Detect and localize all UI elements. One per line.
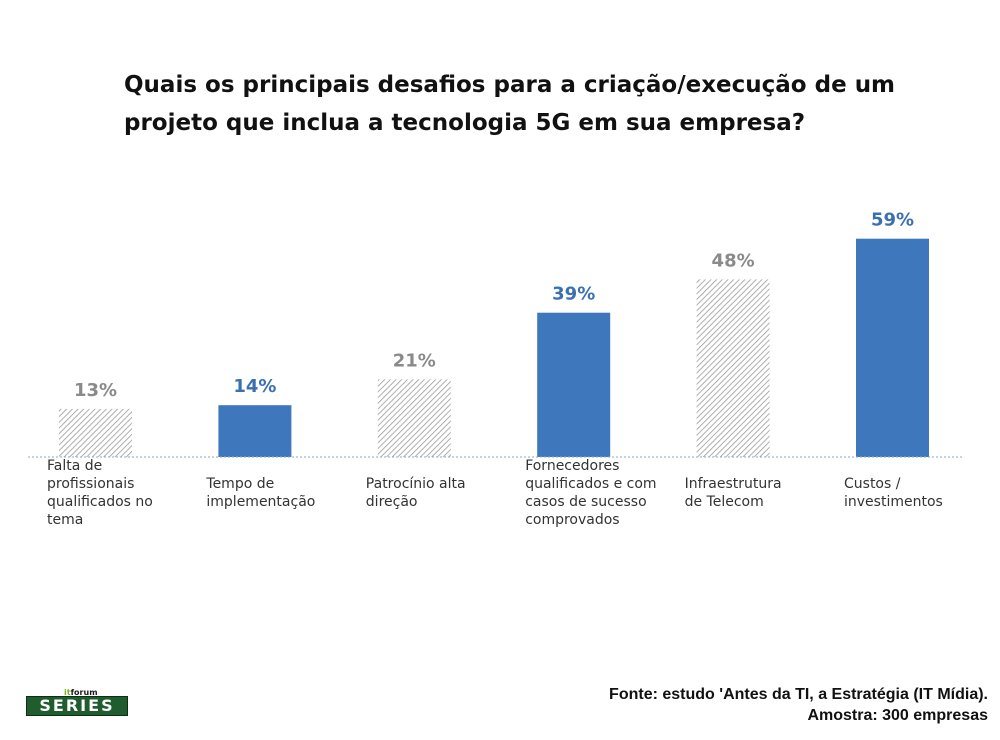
itforum-series-logo: itforum SERIES (26, 688, 128, 718)
category-label-line: investimentos (844, 494, 943, 510)
logo-series-text: SERIES (26, 696, 128, 716)
bar-1 (59, 408, 132, 457)
category-label-line: qualificados e com (525, 476, 657, 492)
category-label-3: Patrocínio alta direção (366, 475, 516, 511)
category-label-line: Custos / (844, 476, 901, 492)
category-label-line: Patrocínio alta (365, 476, 466, 492)
category-label-1: Falta de profissionais qualificados no tema (47, 457, 197, 529)
bar-2 (218, 405, 292, 457)
source-note: Fonte: estudo 'Antes da TI, a Estratégia… (609, 684, 988, 726)
logo-it: it (64, 688, 71, 697)
source-line-1: Fonte: estudo 'Antes da TI, a Estratégia… (609, 686, 988, 703)
data-label-2: 14% (233, 376, 276, 397)
category-label-line: implementação (206, 494, 316, 510)
source-line-2: Amostra: 300 empresas (807, 707, 988, 724)
category-label-line: direção (365, 494, 418, 510)
category-label-line: profissionais (47, 476, 135, 492)
logo-small-text: itforum (64, 688, 98, 697)
category-label-4: Fornecedores qualificados e com casos de s… (525, 457, 675, 529)
bar-5 (696, 279, 770, 457)
data-label-4: 39% (552, 284, 595, 305)
bar-3 (377, 379, 451, 457)
category-label-line: tema (47, 512, 84, 528)
category-label-line: casos de sucesso (525, 494, 647, 510)
category-label-line: Falta de (47, 458, 103, 474)
data-label-6: 59% (871, 210, 914, 231)
bar-6 (856, 238, 929, 457)
category-label-2: Tempo de implementação (206, 475, 356, 511)
data-label-3: 21% (393, 350, 436, 371)
category-label-line: Fornecedores (525, 458, 620, 474)
category-label-line: Tempo de (206, 476, 275, 492)
chart-title: Quais os principais desafios para a cria… (124, 72, 896, 136)
logo-forum: forum (70, 688, 98, 697)
data-label-5: 48% (712, 250, 755, 271)
data-label-1: 13% (74, 380, 117, 401)
category-label-line: de Telecom (684, 494, 764, 510)
category-label-line: Infraestrutura (684, 476, 782, 492)
category-label-6: Custos / investimentos (844, 475, 994, 511)
category-label-5: Infraestrutura de Telecom (685, 475, 835, 511)
bar-4 (537, 312, 611, 457)
category-label-line: qualificados no (47, 494, 153, 510)
category-label-line: comprovados (525, 512, 620, 528)
